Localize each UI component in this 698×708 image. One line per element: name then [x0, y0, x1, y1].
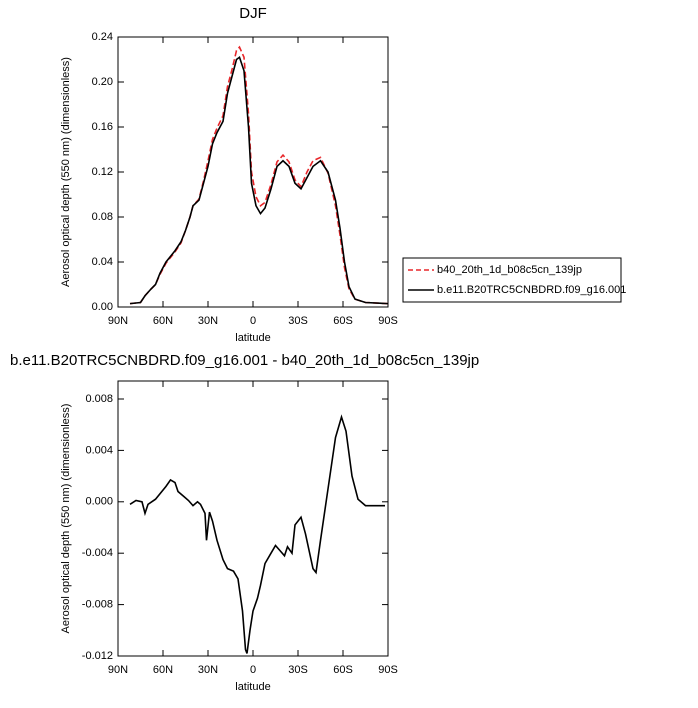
y-tick-label: 0.12 [92, 166, 113, 178]
x-tick-label: 30N [198, 664, 218, 676]
data-line [129, 55, 389, 305]
legend-label: b40_20th_1d_b08c5cn_139jp [437, 264, 582, 276]
y-tick-label: 0.008 [85, 393, 113, 405]
y-tick-label: 0.24 [92, 31, 113, 43]
x-tick-label: 30S [288, 664, 308, 676]
plot-frame [117, 36, 389, 308]
y-tick-label: 0.16 [92, 121, 113, 133]
x-tick-label: 90N [108, 664, 128, 676]
x-tick-label: 60S [333, 664, 353, 676]
y-tick-label: -0.004 [82, 547, 113, 559]
y-axis-label: Aerosol optical depth (550 nm) (dimensio… [60, 57, 72, 287]
x-tick-label: 60S [333, 315, 353, 327]
data-line [129, 414, 385, 654]
y-tick-label: 0.000 [85, 496, 113, 508]
x-axis-label: latitude [235, 681, 270, 693]
x-tick-label: 90S [378, 664, 398, 676]
data-line [129, 45, 389, 305]
x-tick-label: 60N [153, 315, 173, 327]
x-tick-label: 0 [250, 664, 256, 676]
chart-title: b.e11.B20TRC5CNBDRD.f09_g16.001 - b40_20… [10, 352, 479, 369]
x-tick-label: 30S [288, 315, 308, 327]
x-tick-label: 0 [250, 315, 256, 327]
x-tick-label: 30N [198, 315, 218, 327]
x-tick-label: 60N [153, 664, 173, 676]
chart-title: DJF [239, 5, 267, 22]
y-tick-label: -0.012 [82, 650, 113, 662]
y-tick-label: 0.04 [92, 256, 113, 268]
legend-label: b.e11.B20TRC5CNBDRD.f09_g16.001 [437, 284, 626, 296]
y-tick-label: -0.008 [82, 599, 113, 611]
x-axis-label: latitude [235, 332, 270, 344]
x-tick-label: 90S [378, 315, 398, 327]
y-tick-label: 0.00 [92, 301, 113, 313]
y-axis-label: Aerosol optical depth (550 nm) (dimensio… [60, 404, 72, 634]
legend-box [402, 257, 622, 303]
y-tick-label: 0.004 [85, 444, 113, 456]
y-tick-label: 0.20 [92, 76, 113, 88]
x-tick-label: 90N [108, 315, 128, 327]
y-tick-label: 0.08 [92, 211, 113, 223]
